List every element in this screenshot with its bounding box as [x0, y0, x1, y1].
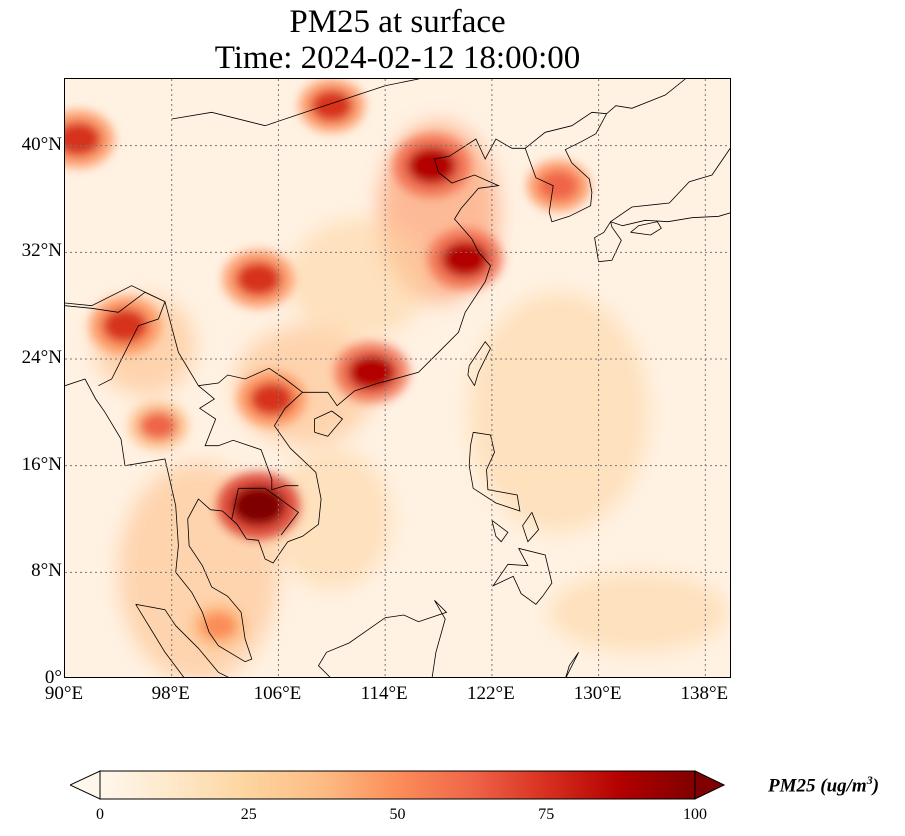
pm25-map — [65, 79, 730, 677]
colorbar-tick-label: 50 — [389, 806, 406, 823]
coastline-segment — [492, 547, 553, 605]
lat-tick-label: 40°N — [21, 133, 62, 155]
coastline-segment — [135, 603, 229, 677]
colorbar-tick-label: 0 — [96, 806, 104, 823]
colorbar-extend-max — [694, 770, 725, 800]
lon-tick-label: 106°E — [253, 683, 302, 704]
coastline-segment — [468, 431, 521, 512]
pm25-hotspot — [102, 308, 148, 343]
lat-tick-label: 8°N — [31, 560, 62, 582]
coastline-segment — [317, 600, 448, 677]
colorbar-extend-min — [70, 770, 101, 800]
pm25-hotspot — [65, 122, 101, 156]
pm25-hotspot — [311, 90, 353, 122]
colorbar-tick-label: 100 — [683, 806, 707, 823]
coastline-segment — [491, 519, 509, 543]
pm25-hotspot — [200, 612, 237, 640]
coastline-segment — [65, 291, 166, 387]
coastline-segment — [594, 220, 622, 263]
pm25-broad-region — [548, 572, 729, 653]
pm25-hotspot — [232, 486, 285, 526]
coastline-segment — [65, 79, 686, 663]
colorbar-tick-label: 25 — [240, 806, 257, 823]
lon-tick-label: 98°E — [151, 683, 190, 704]
lat-tick-label: 16°N — [21, 453, 62, 475]
pm25-hotspot — [407, 147, 457, 184]
coastline-segment — [198, 385, 299, 491]
lon-tick-label: 122°E — [467, 683, 515, 704]
lon-tick-label: 130°E — [573, 683, 622, 704]
colorbar-label: PM25 (ug/m3) — [768, 773, 880, 797]
pm25-hotspot — [250, 382, 294, 416]
pm25-broad-region — [271, 449, 392, 589]
pm25-hotspot — [441, 241, 489, 277]
coastline-segment — [522, 512, 540, 543]
coastline-segment — [610, 147, 730, 227]
pm25-hotspot — [348, 354, 396, 390]
colorbar-tick-label: 75 — [538, 806, 555, 823]
chart-title: PM25 at surface — [289, 4, 506, 40]
coastline-segment — [565, 652, 579, 677]
lat-tick-label: 32°N — [21, 240, 62, 262]
gridlines — [65, 79, 730, 677]
coastline-segment — [164, 301, 303, 393]
lat-tick-label: 0° — [44, 667, 62, 688]
coastline-segment — [524, 111, 607, 149]
pm25-hotspot — [538, 170, 579, 201]
lat-tick-label: 24°N — [21, 347, 62, 368]
coastline-segment — [314, 410, 344, 437]
pm25-hotspot — [236, 262, 281, 296]
pm25-broad-region — [468, 292, 649, 533]
coastline-segment — [171, 79, 419, 127]
coastline-segment — [231, 487, 299, 536]
lon-tick-label: 114°E — [360, 683, 408, 704]
chart-subtitle-time: Time: 2024-02-12 18:00:00 — [214, 40, 581, 76]
pm25-hotspot — [139, 411, 178, 440]
coastline-segment — [65, 285, 166, 307]
coastline-segment — [467, 341, 491, 386]
coastline-segment — [630, 221, 662, 236]
map-plot-area — [64, 78, 731, 678]
lon-tick-label: 138°E — [680, 683, 729, 704]
coastlines — [65, 79, 730, 677]
colorbar — [70, 770, 725, 800]
colorbar-gradient — [99, 770, 696, 800]
lon-tick-label: 90°E — [44, 683, 84, 704]
pm25-broad-region — [288, 219, 429, 339]
